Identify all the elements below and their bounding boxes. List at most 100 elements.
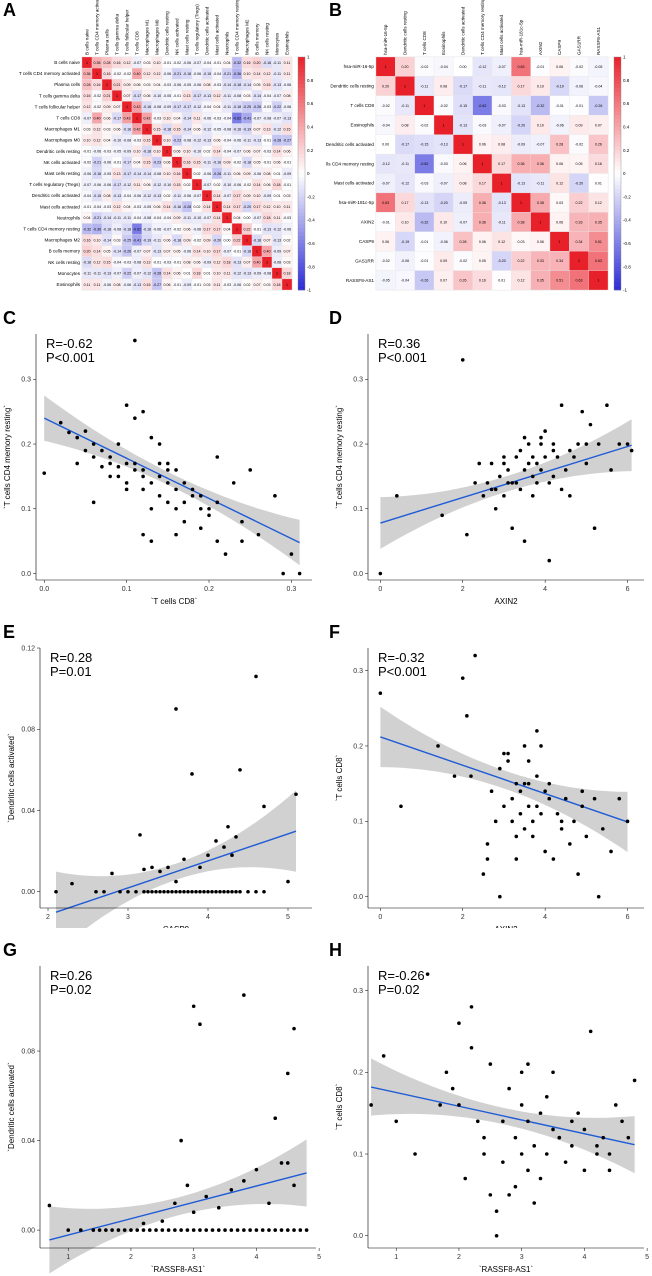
heatmap-cell-value: 0.16 (244, 61, 251, 65)
heatmap-cell-value: 0.14 (164, 205, 171, 209)
heatmap-cell-value: 0.35 (595, 220, 602, 224)
data-point (568, 448, 572, 453)
heatmap-cell-value: -0.12 (123, 183, 131, 187)
data-point (488, 1062, 493, 1066)
colorbar-segment (614, 247, 621, 252)
colorbar-segment (614, 282, 621, 287)
colorbar-segment (298, 255, 305, 260)
data-point (190, 772, 194, 776)
heatmap-cell-value: 1 (501, 182, 503, 186)
heatmap-col-label: Plasma cells (105, 29, 110, 55)
data-point (67, 430, 71, 435)
data-point (178, 889, 182, 894)
heatmap-cell-value: 1 (423, 104, 425, 108)
heatmap-cell-value: -0.09 (183, 283, 191, 287)
data-point (596, 442, 601, 446)
heatmap-cell-value: -0.07 (223, 249, 231, 253)
data-point (551, 1070, 555, 1075)
heatmap-row-label: RASSF8-AS1 (346, 278, 375, 283)
heatmap-cell-value: -0.09 (203, 261, 211, 265)
panel-g: G 1 2 3 4 5 0.00 0.04 0.08 `RASSF8-AS1` `Dendritic… (0, 940, 326, 1276)
colorbar-segment (298, 161, 305, 167)
data-point (482, 1152, 486, 1156)
data-point (248, 1228, 252, 1232)
heatmap-cell-value: -0.06 (173, 83, 181, 87)
heatmap-cell-value: 0.14 (254, 183, 261, 187)
heatmap-cell-value: 0.17 (234, 205, 241, 209)
x-tick-label: 0.3 (287, 586, 297, 593)
heatmap-cell-value: 1 (286, 283, 288, 287)
data-point (202, 889, 206, 894)
heatmap-cell-value: 0.08 (204, 83, 211, 87)
data-point (146, 889, 150, 894)
heatmap-cell-value: -0.02 (459, 259, 467, 263)
data-point (582, 1127, 587, 1132)
data-point (513, 1184, 518, 1189)
heatmap-cell-value: -0.15 (420, 143, 428, 147)
data-point (216, 1228, 221, 1232)
heatmap-cell-value: 0.03 (284, 194, 291, 198)
data-point (141, 532, 145, 537)
heatmap-cell-value: 0.17 (214, 249, 221, 253)
data-point (526, 1119, 530, 1124)
data-point (563, 468, 568, 472)
data-point (559, 819, 564, 824)
heatmap-cell-value: -0.17 (113, 116, 121, 120)
heatmap-cell-value: 0.06 (114, 127, 121, 131)
heatmap-col-label: AXIN2 (538, 41, 543, 55)
confidence-band (56, 790, 296, 928)
heatmap-cell-value: -0.01 (83, 205, 91, 209)
heatmap-col-label: Neutrophils (225, 31, 230, 55)
heatmap-cell-value: 0.08 (264, 172, 271, 176)
heatmap-cell-value: 0.03 (264, 283, 271, 287)
heatmap-cell-value: -0.26 (420, 279, 428, 283)
data-point (285, 1161, 290, 1165)
data-point (226, 824, 230, 829)
colorbar-segment (614, 251, 621, 256)
heatmap-cell-value: 0.06 (284, 150, 291, 154)
heatmap-cell-value: -0.14 (243, 83, 251, 87)
heatmap-cell-value: -0.14 (183, 116, 191, 120)
heatmap-cell-value: -0.11 (273, 61, 281, 65)
heatmap-cell-value: -0.14 (103, 216, 111, 220)
colorbar-segment (298, 204, 305, 209)
y-tick-label: 0.00 (21, 1227, 35, 1234)
x-axis-title: CASP9 (163, 925, 190, 928)
data-point (116, 464, 121, 469)
colorbar-tick: -1 (307, 288, 311, 293)
data-point (206, 889, 210, 894)
data-point (160, 1228, 165, 1232)
heatmap-cell-value: -0.09 (273, 249, 281, 253)
heatmap-cell-value: 0.09 (576, 123, 583, 127)
heatmap-cell-value: 0.05 (174, 249, 181, 253)
x-tick-label: 3 (520, 1254, 524, 1261)
panel-letter: C (3, 308, 16, 328)
colorbar-segment (614, 115, 621, 120)
heatmap-cell-value: 0.42 (134, 127, 141, 131)
data-point (292, 1183, 296, 1188)
heatmap-cell-value: 0.00 (460, 65, 467, 69)
colorbar-segment (614, 255, 621, 260)
x-tick-label: 1 (394, 1254, 398, 1261)
heatmap-cell-value: -0.04 (382, 123, 390, 127)
colorbar-segment (298, 239, 305, 244)
heatmap-cell-value: -0.14 (113, 249, 121, 253)
heatmap-cell-value: -0.02 (123, 72, 131, 76)
heatmap-cell-value: 0.38 (537, 201, 544, 205)
heatmap-cell-value: 0.10 (537, 84, 544, 88)
colorbar-segment (298, 88, 305, 93)
heatmap-cell-value: 0.09 (440, 259, 447, 263)
x-axis-title: AXIN2 (494, 925, 518, 928)
heatmap-cell-value: -0.11 (536, 182, 544, 186)
colorbar-segment (298, 165, 305, 170)
data-point (254, 1167, 259, 1172)
data-point (141, 468, 145, 472)
heatmap-cell-value: -0.02 (420, 123, 428, 127)
x-tick-label: 2 (461, 586, 465, 593)
heatmap-cell-value: 0.11 (284, 61, 291, 65)
heatmap-cell-value: 0.01 (595, 182, 602, 186)
heatmap-cell-value: 0.17 (518, 84, 525, 88)
heatmap-cell-value: -0.06 (283, 105, 291, 109)
data-point (267, 1228, 271, 1232)
x-tick-label: 2 (457, 1254, 461, 1261)
